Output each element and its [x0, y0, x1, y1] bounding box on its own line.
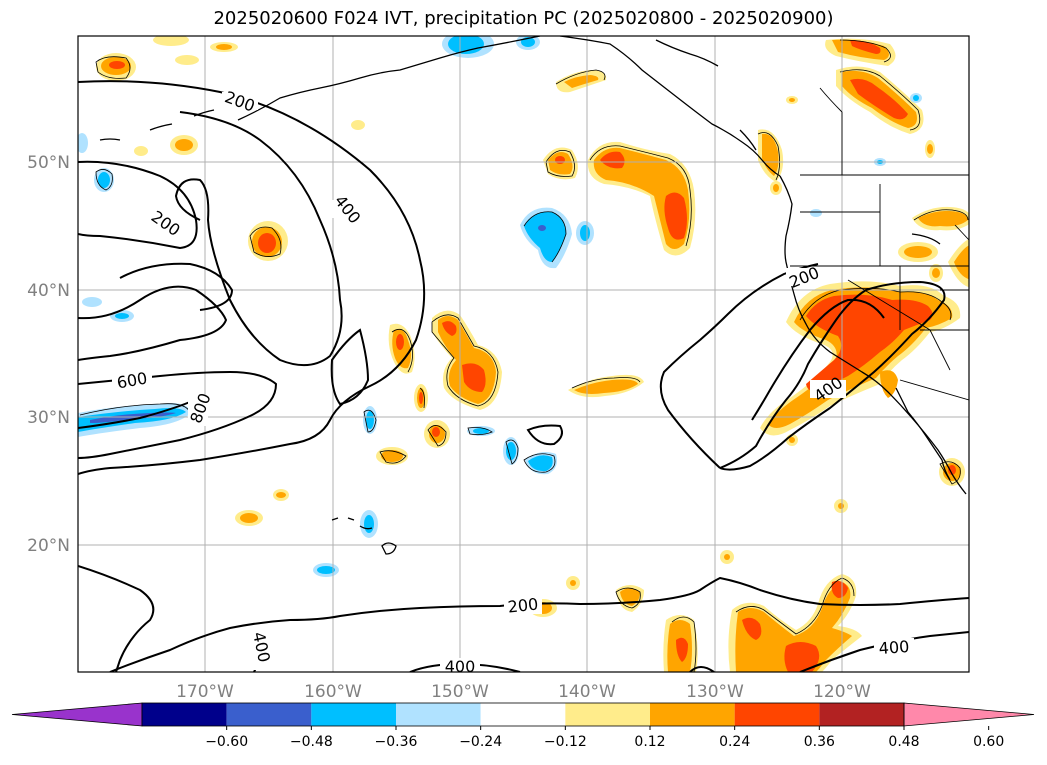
colorbar-tick-label: 0.24 [719, 734, 750, 750]
colorbar-segment [396, 703, 481, 726]
colorbar-tick-label: 0.48 [888, 734, 919, 750]
colorbar-tick-label: −0.48 [290, 734, 333, 750]
colorbar-segment [311, 703, 396, 726]
coastlines [99, 36, 967, 555]
lat-label-30n: 30°N [27, 408, 70, 428]
ivt-contours [78, 80, 969, 672]
lat-label-40n: 40°N [27, 281, 70, 301]
colorbar-extend-low [11, 702, 143, 727]
lon-label-160w: 160°W [304, 682, 362, 702]
colorbar-segment [565, 703, 650, 726]
latitude-labels: 50°N 40°N 30°N 20°N [27, 153, 70, 556]
colorbar-tick-label: 0.12 [634, 734, 665, 750]
colorbar-segment [819, 703, 904, 726]
colorbar: −0.60 −0.48 −0.36 −0.24 −0.12 0.12 0.24 0.36 0.4… [11, 702, 1035, 750]
colorbar-tick-label: −0.24 [459, 734, 502, 750]
colorbar-frame [141, 702, 905, 727]
lon-label-120w: 120°W [813, 682, 871, 702]
colorbar-tick-label: 0.60 [973, 734, 1004, 750]
contour-label-400-e: 400 [878, 637, 910, 658]
lat-label-20n: 20°N [27, 536, 70, 556]
contour-label-400-d: 400 [445, 657, 476, 676]
lon-label-170w: 170°W [176, 682, 234, 702]
map-title: 2025020600 F024 IVT, precipitation PC (2… [213, 8, 834, 29]
lon-label-130w: 130°W [686, 682, 744, 702]
colorbar-segment [142, 703, 227, 726]
colorbar-extend-high [903, 702, 1035, 727]
colorbar-tick-label: 0.36 [804, 734, 835, 750]
contour-label-200-d: 200 [507, 594, 539, 616]
map-panel [78, 36, 969, 672]
colorbar-tick-label: −0.12 [544, 734, 587, 750]
map-frame [77, 35, 970, 673]
lon-label-140w: 140°W [558, 682, 616, 702]
lon-label-150w: 150°W [431, 682, 489, 702]
longitude-labels: 170°W 160°W 150°W 140°W 130°W 120°W [176, 682, 871, 702]
colorbar-segment [226, 703, 312, 726]
lat-label-50n: 50°N [27, 153, 70, 173]
colorbar-tick-label: −0.60 [205, 734, 248, 750]
colorbar-segment [650, 703, 735, 726]
colorbar-tick-label: −0.36 [375, 734, 418, 750]
colorbar-segment [734, 703, 820, 726]
colorbar-segment [480, 703, 566, 726]
borders [790, 87, 969, 401]
